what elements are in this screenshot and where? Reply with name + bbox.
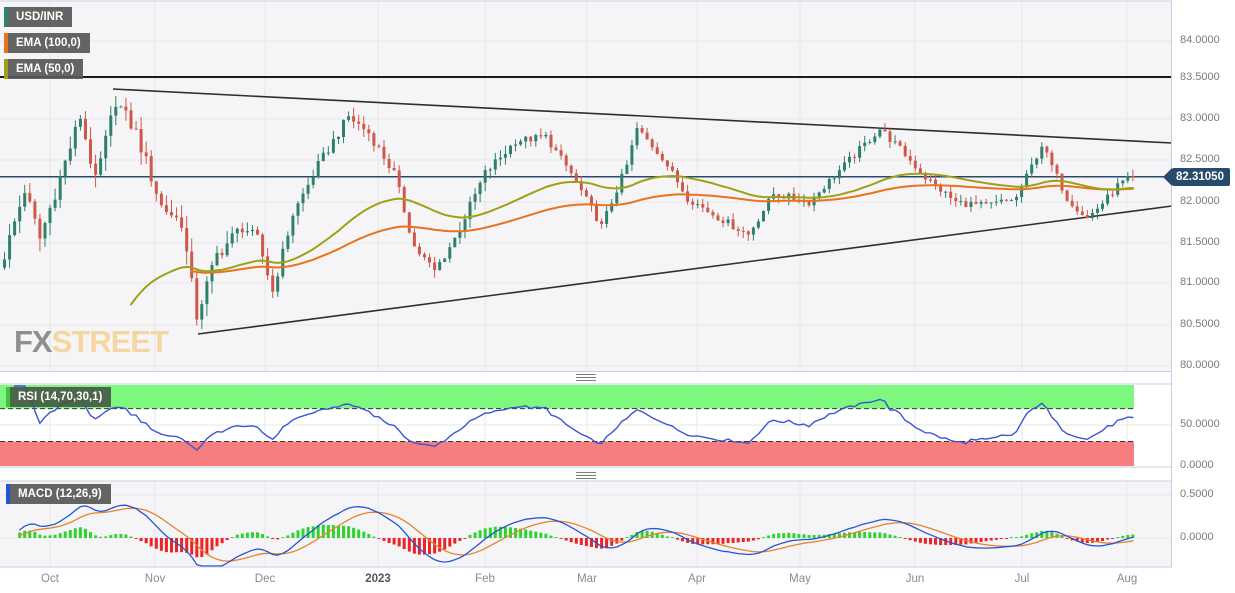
symbol-badge-label: USD/INR bbox=[16, 11, 64, 23]
time-axis-tick: Jun bbox=[905, 573, 925, 585]
time-axis-tick: Nov bbox=[144, 573, 166, 585]
ema100-badge[interactable]: EMA (100,0) bbox=[4, 33, 90, 53]
rsi-accent-bar bbox=[6, 387, 10, 407]
last-price-value: 82.31050 bbox=[1172, 168, 1230, 186]
panel-resize-handle-rsi[interactable] bbox=[576, 374, 596, 381]
time-axis[interactable]: Oct Nov Dec 2023 Feb Mar Apr May Jun Jul Aug bbox=[0, 568, 1172, 593]
rsi-axis-tick: 50.0000 bbox=[1180, 418, 1220, 430]
time-axis-tick: Jul bbox=[1014, 573, 1030, 585]
price-axis-tick: 81.5000 bbox=[1180, 236, 1220, 248]
chart-canvas[interactable]: FXSTREET bbox=[0, 0, 1172, 568]
price-axis-tick: 83.5000 bbox=[1180, 71, 1220, 83]
last-price-badge: 82.31050 bbox=[1163, 168, 1230, 186]
fxstreet-watermark: FXSTREET bbox=[14, 324, 169, 359]
time-axis-tick: Feb bbox=[475, 573, 495, 585]
symbol-badge[interactable]: USD/INR bbox=[4, 7, 73, 27]
price-axis-tick: 82.5000 bbox=[1180, 153, 1220, 165]
ema100-accent-bar bbox=[4, 33, 8, 53]
ema100-badge-label: EMA (100,0) bbox=[16, 37, 81, 49]
time-axis-tick: May bbox=[789, 573, 811, 585]
macd-axis-tick: 0.0000 bbox=[1180, 531, 1214, 543]
ema50-badge-label: EMA (50,0) bbox=[16, 63, 75, 75]
rsi-badge-label: RSI (14,70,30,1) bbox=[18, 391, 103, 403]
macd-axis-tick: 0.5000 bbox=[1180, 488, 1214, 500]
time-axis-tick: Oct bbox=[41, 573, 59, 585]
macd-badge-label: MACD (12,26,9) bbox=[18, 488, 102, 500]
symbol-accent-bar bbox=[4, 7, 8, 27]
price-axis-tick: 81.0000 bbox=[1180, 276, 1220, 288]
time-axis-tick: Aug bbox=[1116, 573, 1138, 585]
price-axis-tick: 83.0000 bbox=[1180, 112, 1220, 124]
price-axis-tick: 80.5000 bbox=[1180, 318, 1220, 330]
ema50-accent-bar bbox=[4, 59, 8, 79]
price-badge-arrow-icon bbox=[1163, 168, 1172, 186]
time-axis-tick: 2023 bbox=[365, 573, 391, 585]
time-axis-tick: Mar bbox=[577, 573, 597, 585]
macd-badge[interactable]: MACD (12,26,9) bbox=[6, 484, 111, 504]
price-axis-tick: 82.0000 bbox=[1180, 195, 1220, 207]
time-axis-tick: Apr bbox=[688, 573, 706, 585]
price-axis-tick: 80.0000 bbox=[1180, 359, 1220, 371]
time-axis-tick: Dec bbox=[254, 573, 276, 585]
price-axis[interactable]: 84.0000 83.5000 83.0000 82.5000 82.0000 81.50… bbox=[1172, 0, 1235, 593]
rsi-axis-tick: 0.0000 bbox=[1180, 459, 1214, 471]
ema50-badge[interactable]: EMA (50,0) bbox=[4, 59, 84, 79]
panel-resize-handle-macd[interactable] bbox=[576, 472, 596, 479]
rsi-badge[interactable]: RSI (14,70,30,1) bbox=[6, 387, 112, 407]
price-axis-tick: 84.0000 bbox=[1180, 34, 1220, 46]
macd-accent-bar bbox=[6, 484, 10, 504]
